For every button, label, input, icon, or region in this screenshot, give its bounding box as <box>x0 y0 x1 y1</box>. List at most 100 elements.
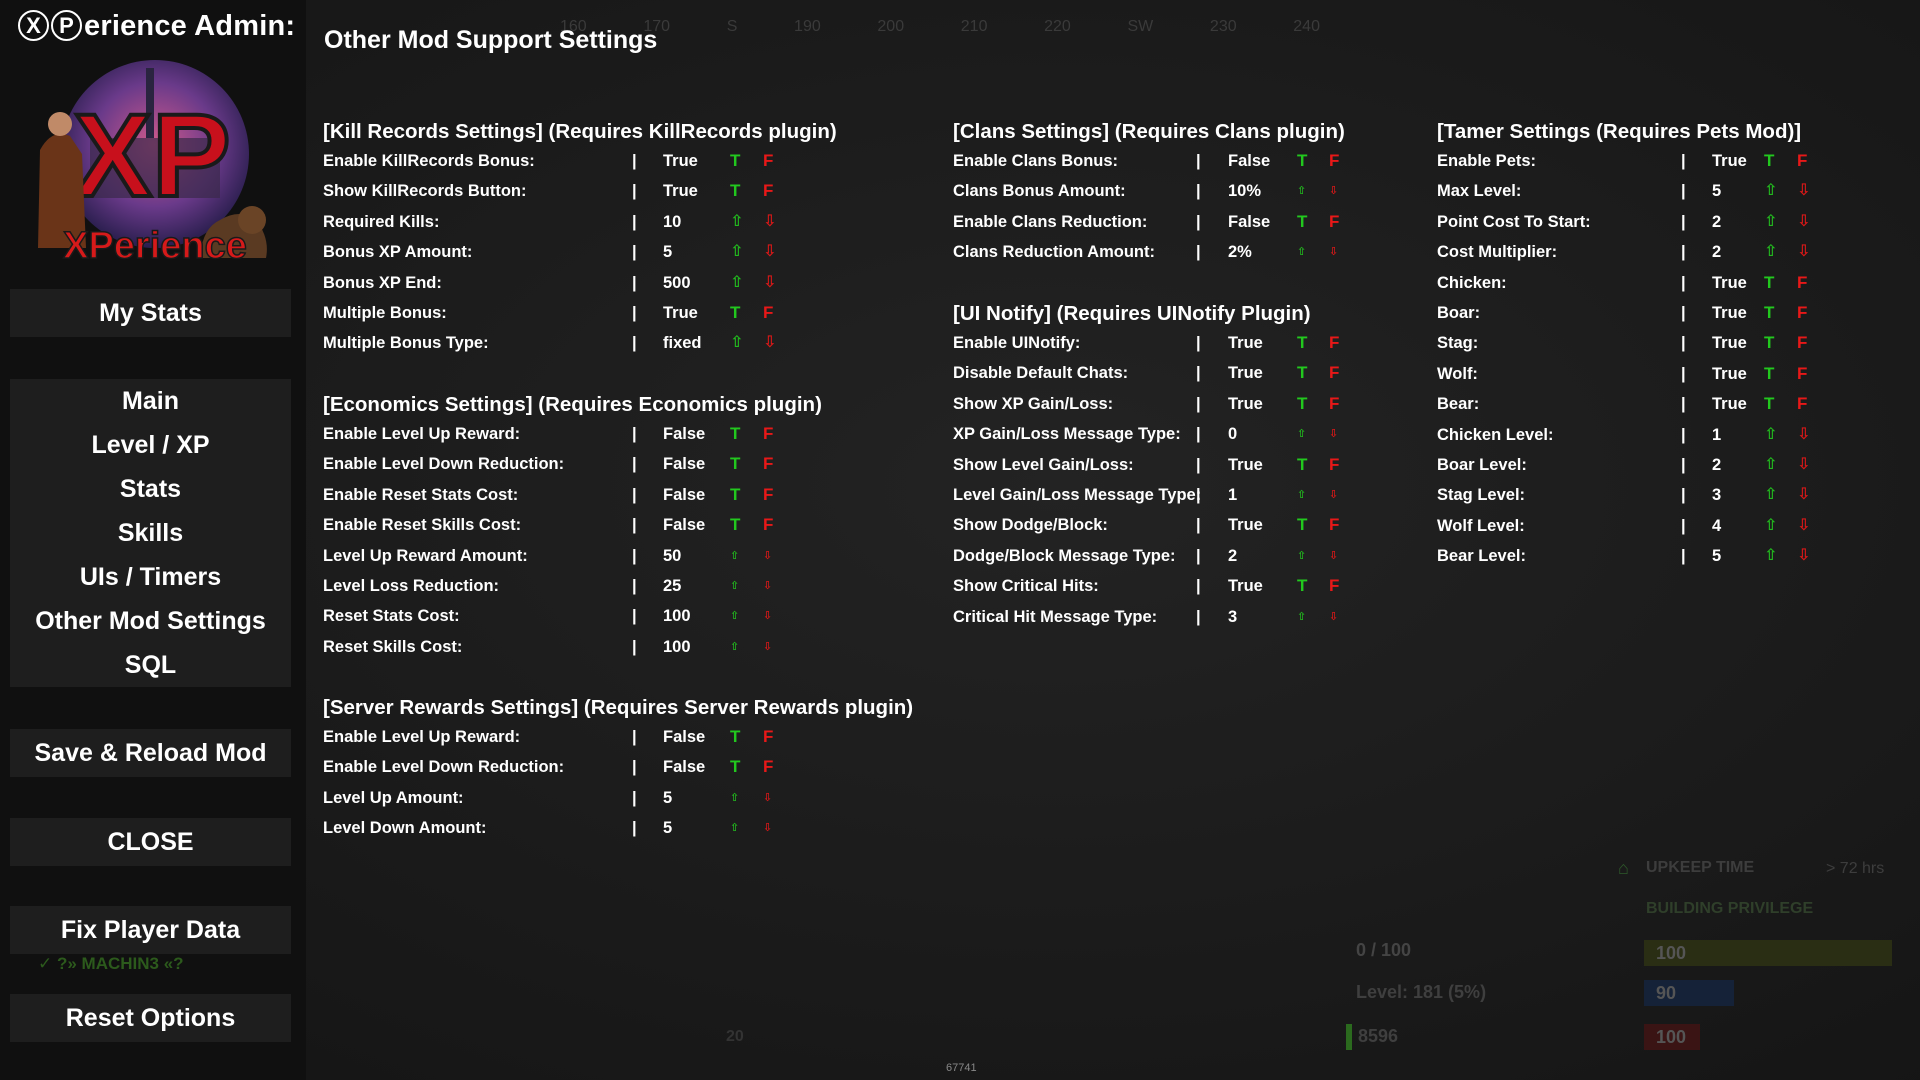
set-true-button[interactable]: T <box>730 151 741 170</box>
increase-arrow-icon[interactable]: ⇧ <box>1297 185 1307 198</box>
set-true-button[interactable]: T <box>730 515 741 535</box>
increase-arrow-icon[interactable]: ⇧ <box>1297 549 1307 562</box>
increase-arrow-icon[interactable]: ⇧ <box>730 791 740 804</box>
set-false-button[interactable]: F <box>763 727 774 746</box>
decrease-arrow-icon[interactable]: ⇩ <box>763 212 777 230</box>
set-false-button[interactable]: F <box>1329 151 1340 170</box>
set-true-button[interactable]: T <box>730 757 741 777</box>
increase-arrow-icon[interactable]: ⇧ <box>730 549 740 562</box>
set-false-button[interactable]: F <box>763 484 774 504</box>
level-xp-button[interactable]: Level / XP <box>10 423 291 467</box>
decrease-arrow-icon[interactable]: ⇩ <box>763 273 777 291</box>
decrease-arrow-icon[interactable]: ⇩ <box>763 579 773 592</box>
set-true-button[interactable]: T <box>1297 576 1308 596</box>
set-true-button[interactable]: T <box>730 302 741 322</box>
other-mod-settings-button[interactable]: Other Mod Settings <box>10 599 291 643</box>
set-false-button[interactable]: F <box>1329 363 1340 383</box>
set-false-button[interactable]: F <box>1329 333 1340 352</box>
skills-button[interactable]: Skills <box>10 511 291 555</box>
set-false-button[interactable]: F <box>1797 333 1808 353</box>
decrease-arrow-icon[interactable]: ⇩ <box>1797 516 1811 534</box>
fix-player-data-button[interactable]: Fix Player Data <box>10 906 291 954</box>
set-true-button[interactable]: T <box>1764 151 1775 170</box>
decrease-arrow-icon[interactable]: ⇩ <box>1797 182 1811 200</box>
set-true-button[interactable]: T <box>1764 394 1775 414</box>
reset-options-button[interactable]: Reset Options <box>10 994 291 1042</box>
increase-arrow-icon[interactable]: ⇧ <box>730 243 744 261</box>
increase-arrow-icon[interactable]: ⇧ <box>1764 425 1778 443</box>
decrease-arrow-icon[interactable]: ⇩ <box>1329 428 1339 441</box>
set-false-button[interactable]: F <box>763 757 774 777</box>
increase-arrow-icon[interactable]: ⇧ <box>1297 488 1307 501</box>
increase-arrow-icon[interactable]: ⇧ <box>1764 182 1778 200</box>
uis-timers-button[interactable]: UIs / Timers <box>10 555 291 599</box>
increase-arrow-icon[interactable]: ⇧ <box>730 640 740 653</box>
set-true-button[interactable]: T <box>1297 151 1308 170</box>
increase-arrow-icon[interactable]: ⇧ <box>1764 243 1778 261</box>
increase-arrow-icon[interactable]: ⇧ <box>1297 246 1307 259</box>
set-false-button[interactable]: F <box>1797 272 1808 292</box>
set-false-button[interactable]: F <box>763 151 774 170</box>
decrease-arrow-icon[interactable]: ⇩ <box>763 822 773 835</box>
set-true-button[interactable]: T <box>730 424 741 443</box>
decrease-arrow-icon[interactable]: ⇩ <box>1797 486 1811 504</box>
set-false-button[interactable]: F <box>763 181 774 201</box>
increase-arrow-icon[interactable]: ⇧ <box>730 579 740 592</box>
decrease-arrow-icon[interactable]: ⇩ <box>1329 185 1339 198</box>
set-true-button[interactable]: T <box>1764 333 1775 353</box>
decrease-arrow-icon[interactable]: ⇩ <box>1329 488 1339 501</box>
decrease-arrow-icon[interactable]: ⇩ <box>763 610 773 623</box>
increase-arrow-icon[interactable]: ⇧ <box>1297 610 1307 623</box>
increase-arrow-icon[interactable]: ⇧ <box>730 822 740 835</box>
decrease-arrow-icon[interactable]: ⇩ <box>1797 455 1811 473</box>
decrease-arrow-icon[interactable]: ⇩ <box>763 549 773 562</box>
set-true-button[interactable]: T <box>730 454 741 474</box>
set-false-button[interactable]: F <box>1329 211 1340 231</box>
increase-arrow-icon[interactable]: ⇧ <box>1764 212 1778 230</box>
set-false-button[interactable]: F <box>1797 394 1808 414</box>
stats-button[interactable]: Stats <box>10 467 291 511</box>
increase-arrow-icon[interactable]: ⇧ <box>1764 455 1778 473</box>
set-true-button[interactable]: T <box>1297 515 1308 535</box>
decrease-arrow-icon[interactable]: ⇩ <box>1797 243 1811 261</box>
set-true-button[interactable]: T <box>1764 363 1775 383</box>
increase-arrow-icon[interactable]: ⇧ <box>1764 516 1778 534</box>
increase-arrow-icon[interactable]: ⇧ <box>730 334 744 352</box>
increase-arrow-icon[interactable]: ⇧ <box>1297 428 1307 441</box>
increase-arrow-icon[interactable]: ⇧ <box>730 212 744 230</box>
set-true-button[interactable]: T <box>1297 363 1308 383</box>
decrease-arrow-icon[interactable]: ⇩ <box>1329 549 1339 562</box>
main-button[interactable]: Main <box>10 379 291 423</box>
increase-arrow-icon[interactable]: ⇧ <box>1764 486 1778 504</box>
decrease-arrow-icon[interactable]: ⇩ <box>1797 212 1811 230</box>
decrease-arrow-icon[interactable]: ⇩ <box>1797 425 1811 443</box>
set-true-button[interactable]: T <box>1297 333 1308 352</box>
set-false-button[interactable]: F <box>1329 576 1340 596</box>
set-false-button[interactable]: F <box>763 302 774 322</box>
sql-button[interactable]: SQL <box>10 643 291 687</box>
increase-arrow-icon[interactable]: ⇧ <box>730 610 740 623</box>
my-stats-button[interactable]: My Stats <box>10 289 291 337</box>
decrease-arrow-icon[interactable]: ⇩ <box>763 334 777 352</box>
set-false-button[interactable]: F <box>763 454 774 474</box>
set-true-button[interactable]: T <box>730 484 741 504</box>
close-button[interactable]: CLOSE <box>10 818 291 866</box>
set-true-button[interactable]: T <box>1297 211 1308 231</box>
decrease-arrow-icon[interactable]: ⇩ <box>763 243 777 261</box>
set-true-button[interactable]: T <box>730 727 741 746</box>
increase-arrow-icon[interactable]: ⇧ <box>730 273 744 291</box>
save-reload-button[interactable]: Save & Reload Mod <box>10 729 291 777</box>
decrease-arrow-icon[interactable]: ⇩ <box>1329 246 1339 259</box>
decrease-arrow-icon[interactable]: ⇩ <box>763 640 773 653</box>
set-true-button[interactable]: T <box>1764 272 1775 292</box>
set-false-button[interactable]: F <box>1329 515 1340 535</box>
decrease-arrow-icon[interactable]: ⇩ <box>763 791 773 804</box>
set-true-button[interactable]: T <box>1297 393 1308 413</box>
set-true-button[interactable]: T <box>1297 454 1308 474</box>
decrease-arrow-icon[interactable]: ⇩ <box>1329 610 1339 623</box>
set-false-button[interactable]: F <box>1797 302 1808 322</box>
decrease-arrow-icon[interactable]: ⇩ <box>1797 547 1811 565</box>
set-true-button[interactable]: T <box>1764 302 1775 322</box>
set-true-button[interactable]: T <box>730 181 741 201</box>
set-false-button[interactable]: F <box>1797 151 1808 170</box>
